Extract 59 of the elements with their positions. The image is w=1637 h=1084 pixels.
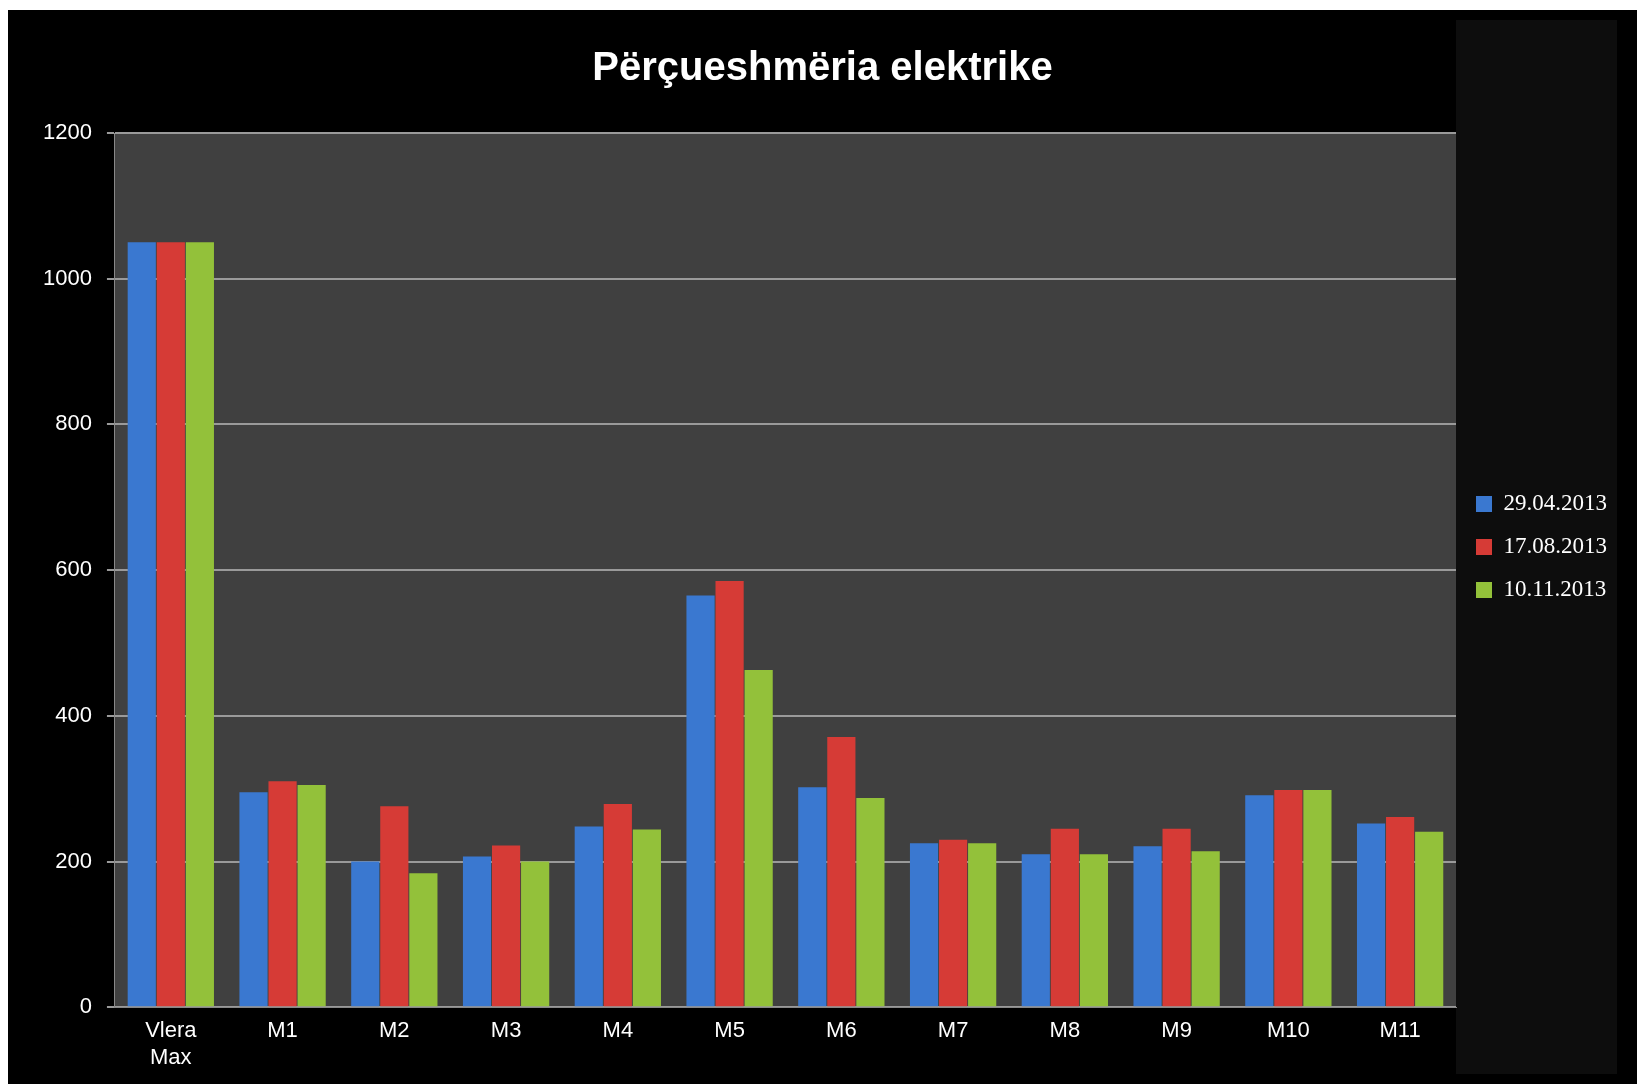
x-tick-label: M2	[379, 1017, 410, 1043]
bar	[827, 736, 856, 1007]
bar	[409, 873, 438, 1007]
bar	[1356, 823, 1386, 1007]
bar	[856, 798, 885, 1007]
bar	[1191, 851, 1220, 1007]
bar	[798, 787, 827, 1007]
bar	[909, 843, 939, 1007]
y-tick-label: 800	[55, 410, 92, 436]
bar	[574, 826, 603, 1007]
y-tick-label: 400	[55, 701, 92, 727]
bar	[462, 856, 492, 1007]
y-tick-label: 200	[55, 847, 92, 873]
y-tick-label: 600	[55, 556, 92, 582]
bar	[1162, 828, 1191, 1007]
bar	[1303, 790, 1332, 1007]
y-tick-label: 1000	[42, 264, 92, 290]
x-tick-label: M5	[714, 1017, 745, 1043]
bar	[1274, 790, 1303, 1007]
bar	[1245, 795, 1274, 1007]
x-tick-label: M11	[1379, 1017, 1421, 1043]
bar	[297, 785, 326, 1007]
x-tick-label: M6	[826, 1017, 857, 1043]
bar	[156, 242, 185, 1007]
legend-label: 17.08.2013	[1503, 533, 1607, 559]
bar	[603, 803, 632, 1007]
legend-label: 29.04.2013	[1503, 490, 1607, 516]
bar	[380, 806, 409, 1007]
bar	[744, 669, 773, 1007]
bar	[239, 792, 268, 1007]
bar	[1415, 831, 1444, 1007]
x-tick-label: M9	[1161, 1017, 1192, 1043]
bar	[715, 581, 744, 1007]
bar	[185, 242, 214, 1007]
x-tick-label: M8	[1049, 1017, 1081, 1043]
x-tick-label: M10	[1266, 1017, 1310, 1043]
bar	[1386, 817, 1415, 1007]
x-tick-label: M7	[937, 1017, 969, 1043]
bar	[968, 843, 997, 1007]
bar	[686, 595, 715, 1007]
x-tick-label: M3	[490, 1017, 522, 1043]
x-tick-label: M4	[602, 1017, 634, 1043]
bar	[351, 861, 380, 1007]
bar	[491, 845, 521, 1007]
bar	[1021, 854, 1050, 1007]
y-tick-label: 1200	[42, 119, 92, 145]
bar	[1133, 846, 1162, 1007]
bar	[268, 781, 297, 1007]
legend-label: 10.11.2013	[1503, 576, 1607, 602]
bar	[127, 242, 156, 1007]
bar	[521, 861, 550, 1007]
x-tick-label: M1	[267, 1017, 298, 1043]
bar	[1050, 828, 1079, 1007]
bar	[939, 839, 968, 1007]
x-tick-label: Vlera Max	[145, 1017, 198, 1069]
bar	[632, 829, 661, 1007]
bar	[1079, 854, 1109, 1007]
chart-title: Përçueshmëria elektrike	[592, 44, 1053, 89]
y-tick-label: 0	[79, 993, 92, 1019]
